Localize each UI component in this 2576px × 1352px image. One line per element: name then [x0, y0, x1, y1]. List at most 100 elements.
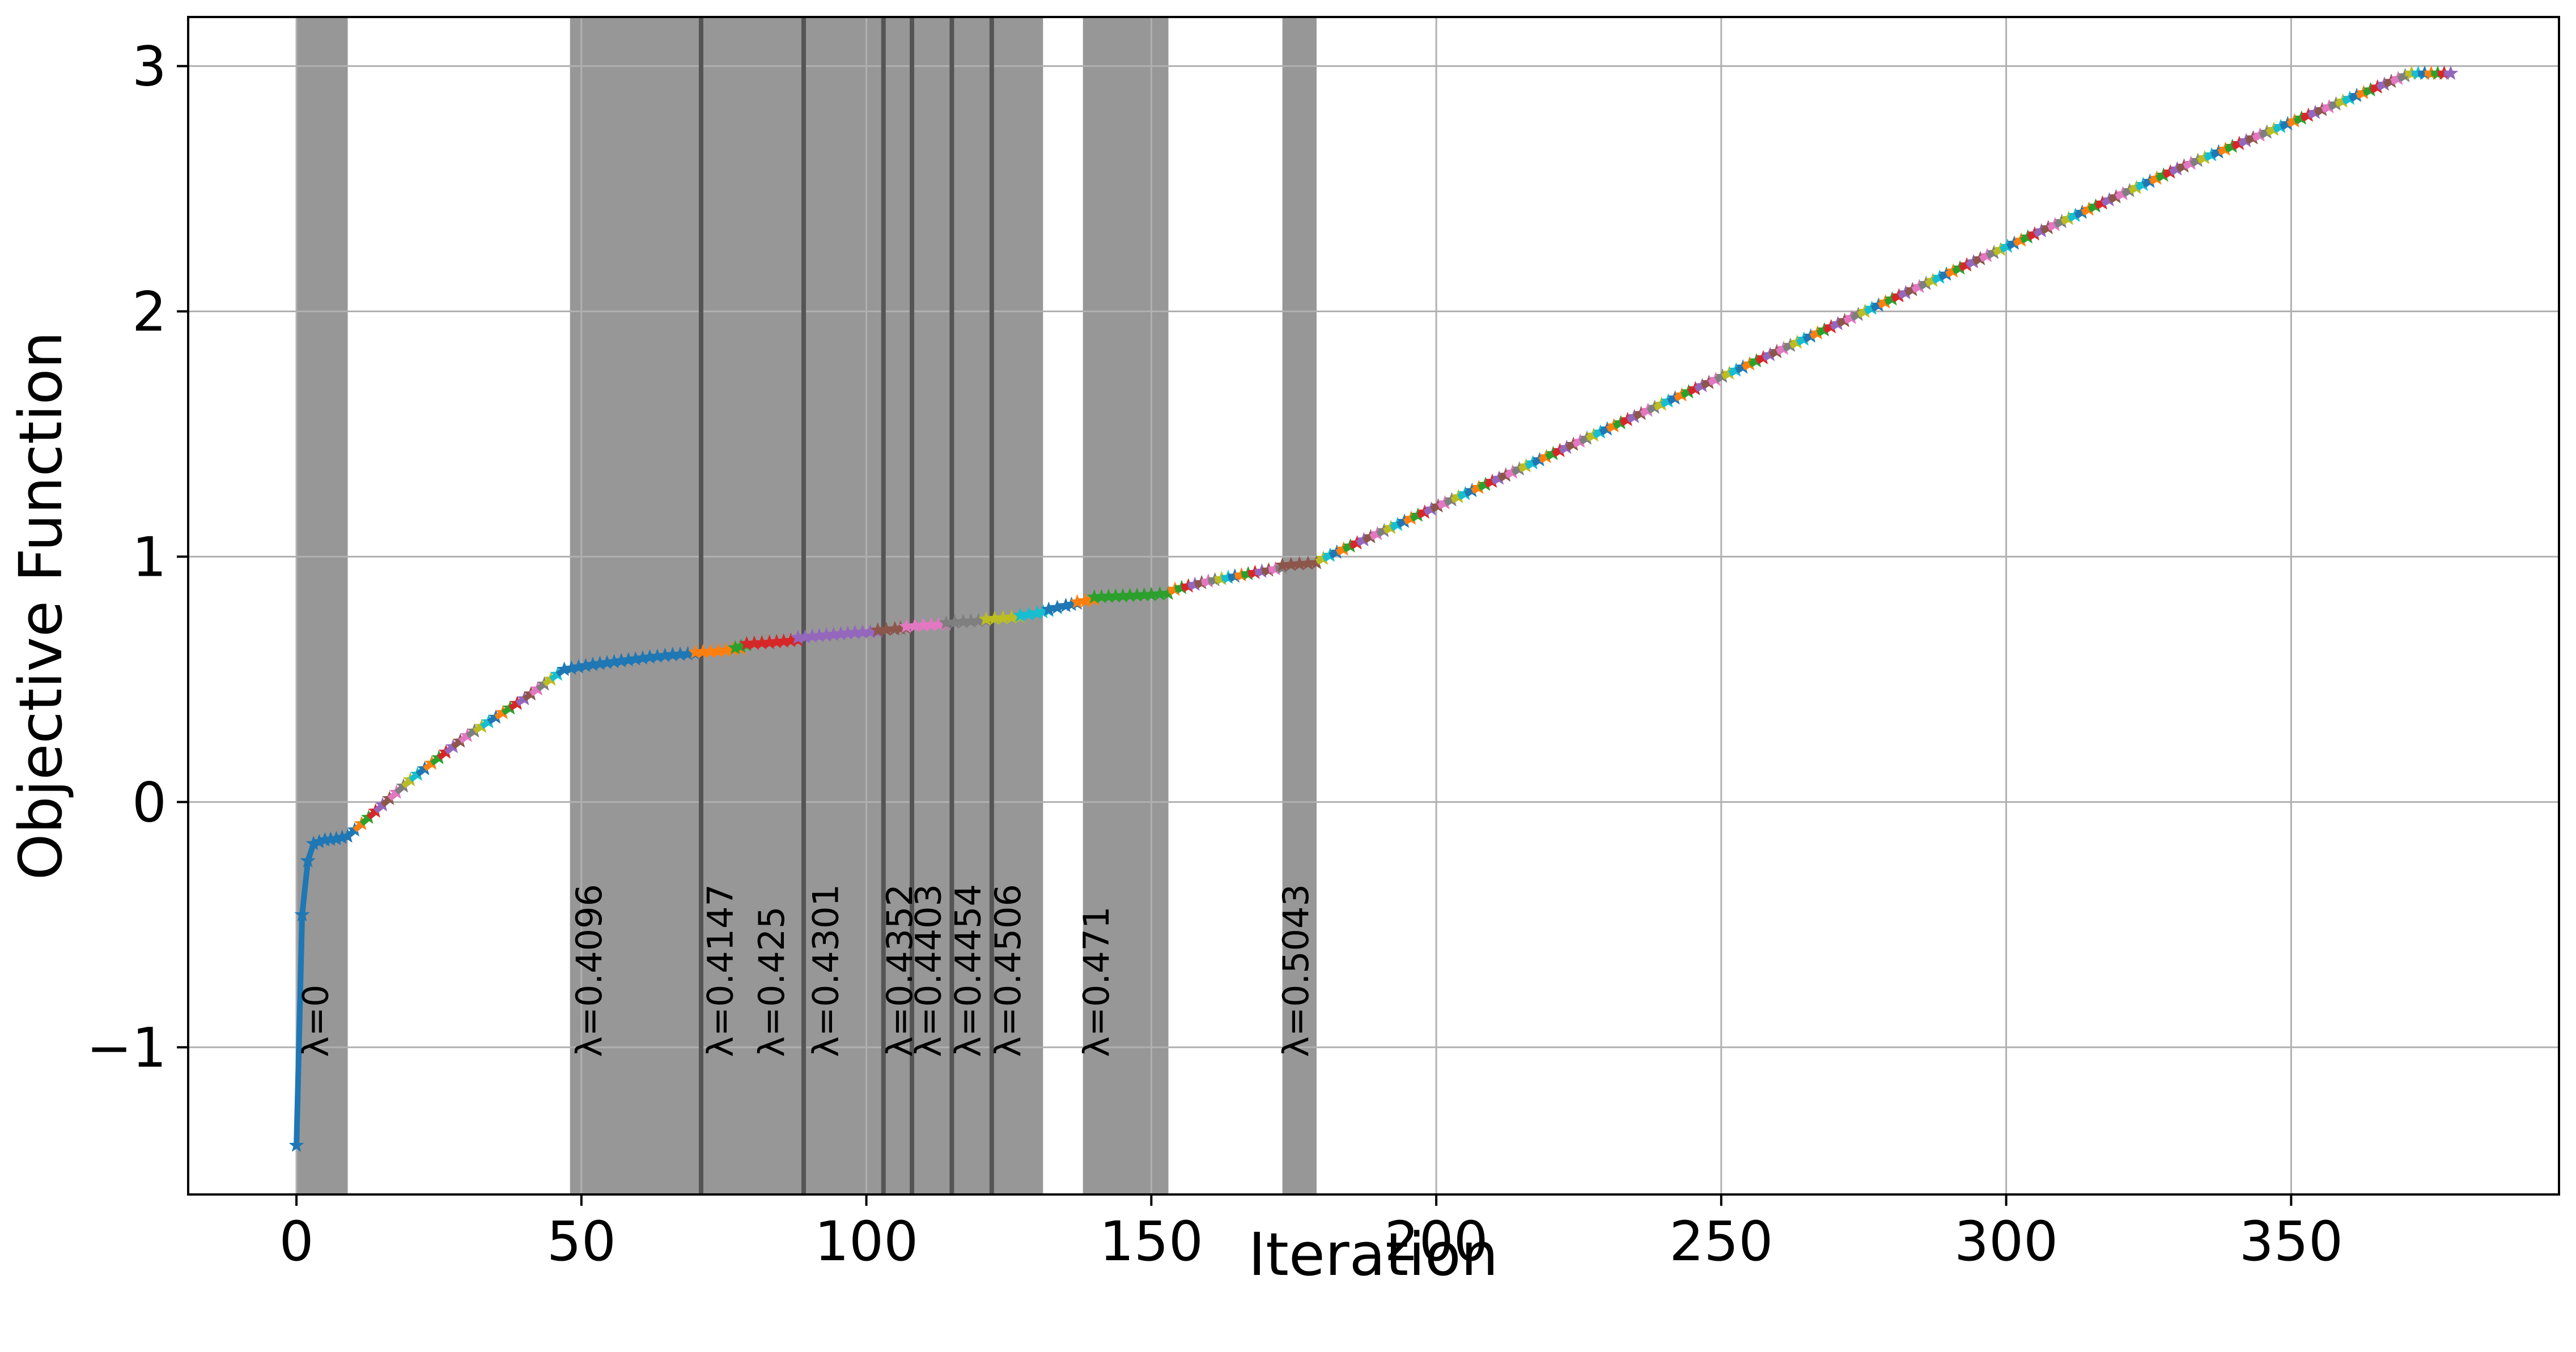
series-point — [804, 628, 820, 643]
series-point — [754, 635, 770, 649]
series-point — [1129, 587, 1145, 602]
series-point — [2397, 67, 2413, 83]
series-point — [898, 618, 914, 634]
series-point — [1161, 585, 1176, 600]
series-point — [847, 624, 863, 639]
series-point — [978, 611, 994, 626]
series-point — [863, 624, 878, 639]
lambda-annotation: λ=0.4301 — [805, 884, 846, 1057]
lambda-annotation: λ=0.4147 — [699, 884, 741, 1057]
series-point — [987, 610, 1003, 626]
series-point — [956, 614, 971, 628]
series-point — [563, 660, 579, 675]
shaded-region — [1282, 17, 1317, 1194]
series-point — [797, 629, 813, 644]
x-tick-label: 50 — [547, 1210, 616, 1273]
series-point — [746, 635, 762, 650]
series-point — [1004, 609, 1020, 624]
lambda-annotation: λ=0.471 — [1076, 906, 1117, 1057]
series-point — [1152, 586, 1168, 601]
series-point — [1136, 587, 1152, 602]
series-point — [688, 644, 703, 659]
series-point — [578, 658, 593, 673]
shaded-region — [1083, 17, 1169, 1194]
series-point — [557, 661, 572, 676]
lambda-annotations: λ=0 λ=0.4096 λ=0.4147 λ=0.425 λ=0.4301 λ=0.43… — [295, 884, 1316, 1057]
data-series — [288, 65, 2459, 1152]
series-point — [680, 646, 695, 661]
series-point — [672, 646, 688, 661]
series-point — [1012, 607, 1028, 622]
series-point — [855, 624, 871, 639]
y-tick-label: 0 — [132, 771, 167, 834]
series-point — [923, 617, 939, 632]
series-point — [1275, 557, 1290, 572]
series-point — [288, 1137, 304, 1152]
y-tick-label: 2 — [132, 280, 167, 344]
series-point — [728, 640, 743, 654]
series-point — [907, 618, 923, 632]
lambda-annotation: λ=0.4403 — [907, 884, 949, 1057]
series-point — [776, 633, 792, 648]
series-point — [635, 650, 651, 665]
series-point — [931, 617, 947, 631]
lambda-annotation: λ=0 — [295, 985, 336, 1057]
series-point — [1070, 594, 1085, 609]
y-tick-label: 1 — [132, 525, 167, 589]
lambda-annotation: λ=0.4506 — [987, 884, 1029, 1057]
x-tick-label: 0 — [279, 1210, 314, 1273]
shaded-region — [570, 17, 1043, 1194]
series-point — [300, 853, 316, 868]
series-point — [1292, 556, 1308, 571]
series-point — [995, 610, 1011, 624]
lambda-annotation: λ=0.4352 — [879, 884, 920, 1057]
series-point — [650, 648, 665, 663]
lambda-annotation: λ=0.5043 — [1275, 884, 1317, 1057]
series-point — [826, 626, 842, 641]
series-point — [879, 622, 894, 636]
series-point — [1064, 596, 1079, 611]
series-point — [947, 614, 962, 629]
series-point — [1041, 601, 1056, 616]
x-tick-label: 250 — [1669, 1210, 1773, 1273]
series-point — [2437, 65, 2452, 80]
x-tick-label: 150 — [1100, 1210, 1203, 1273]
series-point — [739, 636, 754, 651]
shaded-region — [296, 17, 348, 1194]
series-point — [317, 832, 333, 847]
series-point — [812, 628, 827, 643]
series-point — [1036, 603, 1051, 619]
x-axis: 0 50 100 150 200 250 300 350 — [279, 1194, 2343, 1273]
series-point — [606, 654, 622, 669]
x-tick-label: 100 — [814, 1210, 918, 1273]
series-point — [294, 907, 310, 921]
series-point — [665, 647, 680, 661]
series-point — [628, 651, 643, 666]
plot-frame — [187, 16, 2560, 1196]
series-point — [790, 630, 806, 644]
series-point — [599, 654, 615, 669]
series-point — [613, 653, 629, 668]
series-point — [703, 643, 718, 658]
series-point — [840, 625, 856, 640]
series-point — [642, 649, 657, 664]
series-point — [1115, 588, 1131, 602]
series-point — [718, 642, 733, 657]
series-point — [571, 659, 587, 674]
lambda-annotation: λ=0.425 — [751, 906, 792, 1057]
series-point — [1300, 555, 1316, 570]
y-tick-label: −1 — [86, 1016, 167, 1079]
series-point — [1101, 588, 1117, 603]
series-point — [329, 831, 344, 845]
series-point — [1094, 589, 1109, 603]
series-point — [695, 644, 711, 658]
series-point — [1144, 586, 1159, 601]
grid — [188, 17, 2559, 1194]
series-point — [621, 652, 636, 667]
lambda-boundary-lines — [698, 17, 994, 1194]
series-point — [305, 835, 321, 851]
x-tick-label: 200 — [1384, 1210, 1488, 1273]
series-point — [915, 617, 931, 632]
y-axis: −1 0 1 2 3 — [86, 35, 188, 1079]
series-point — [870, 622, 885, 637]
